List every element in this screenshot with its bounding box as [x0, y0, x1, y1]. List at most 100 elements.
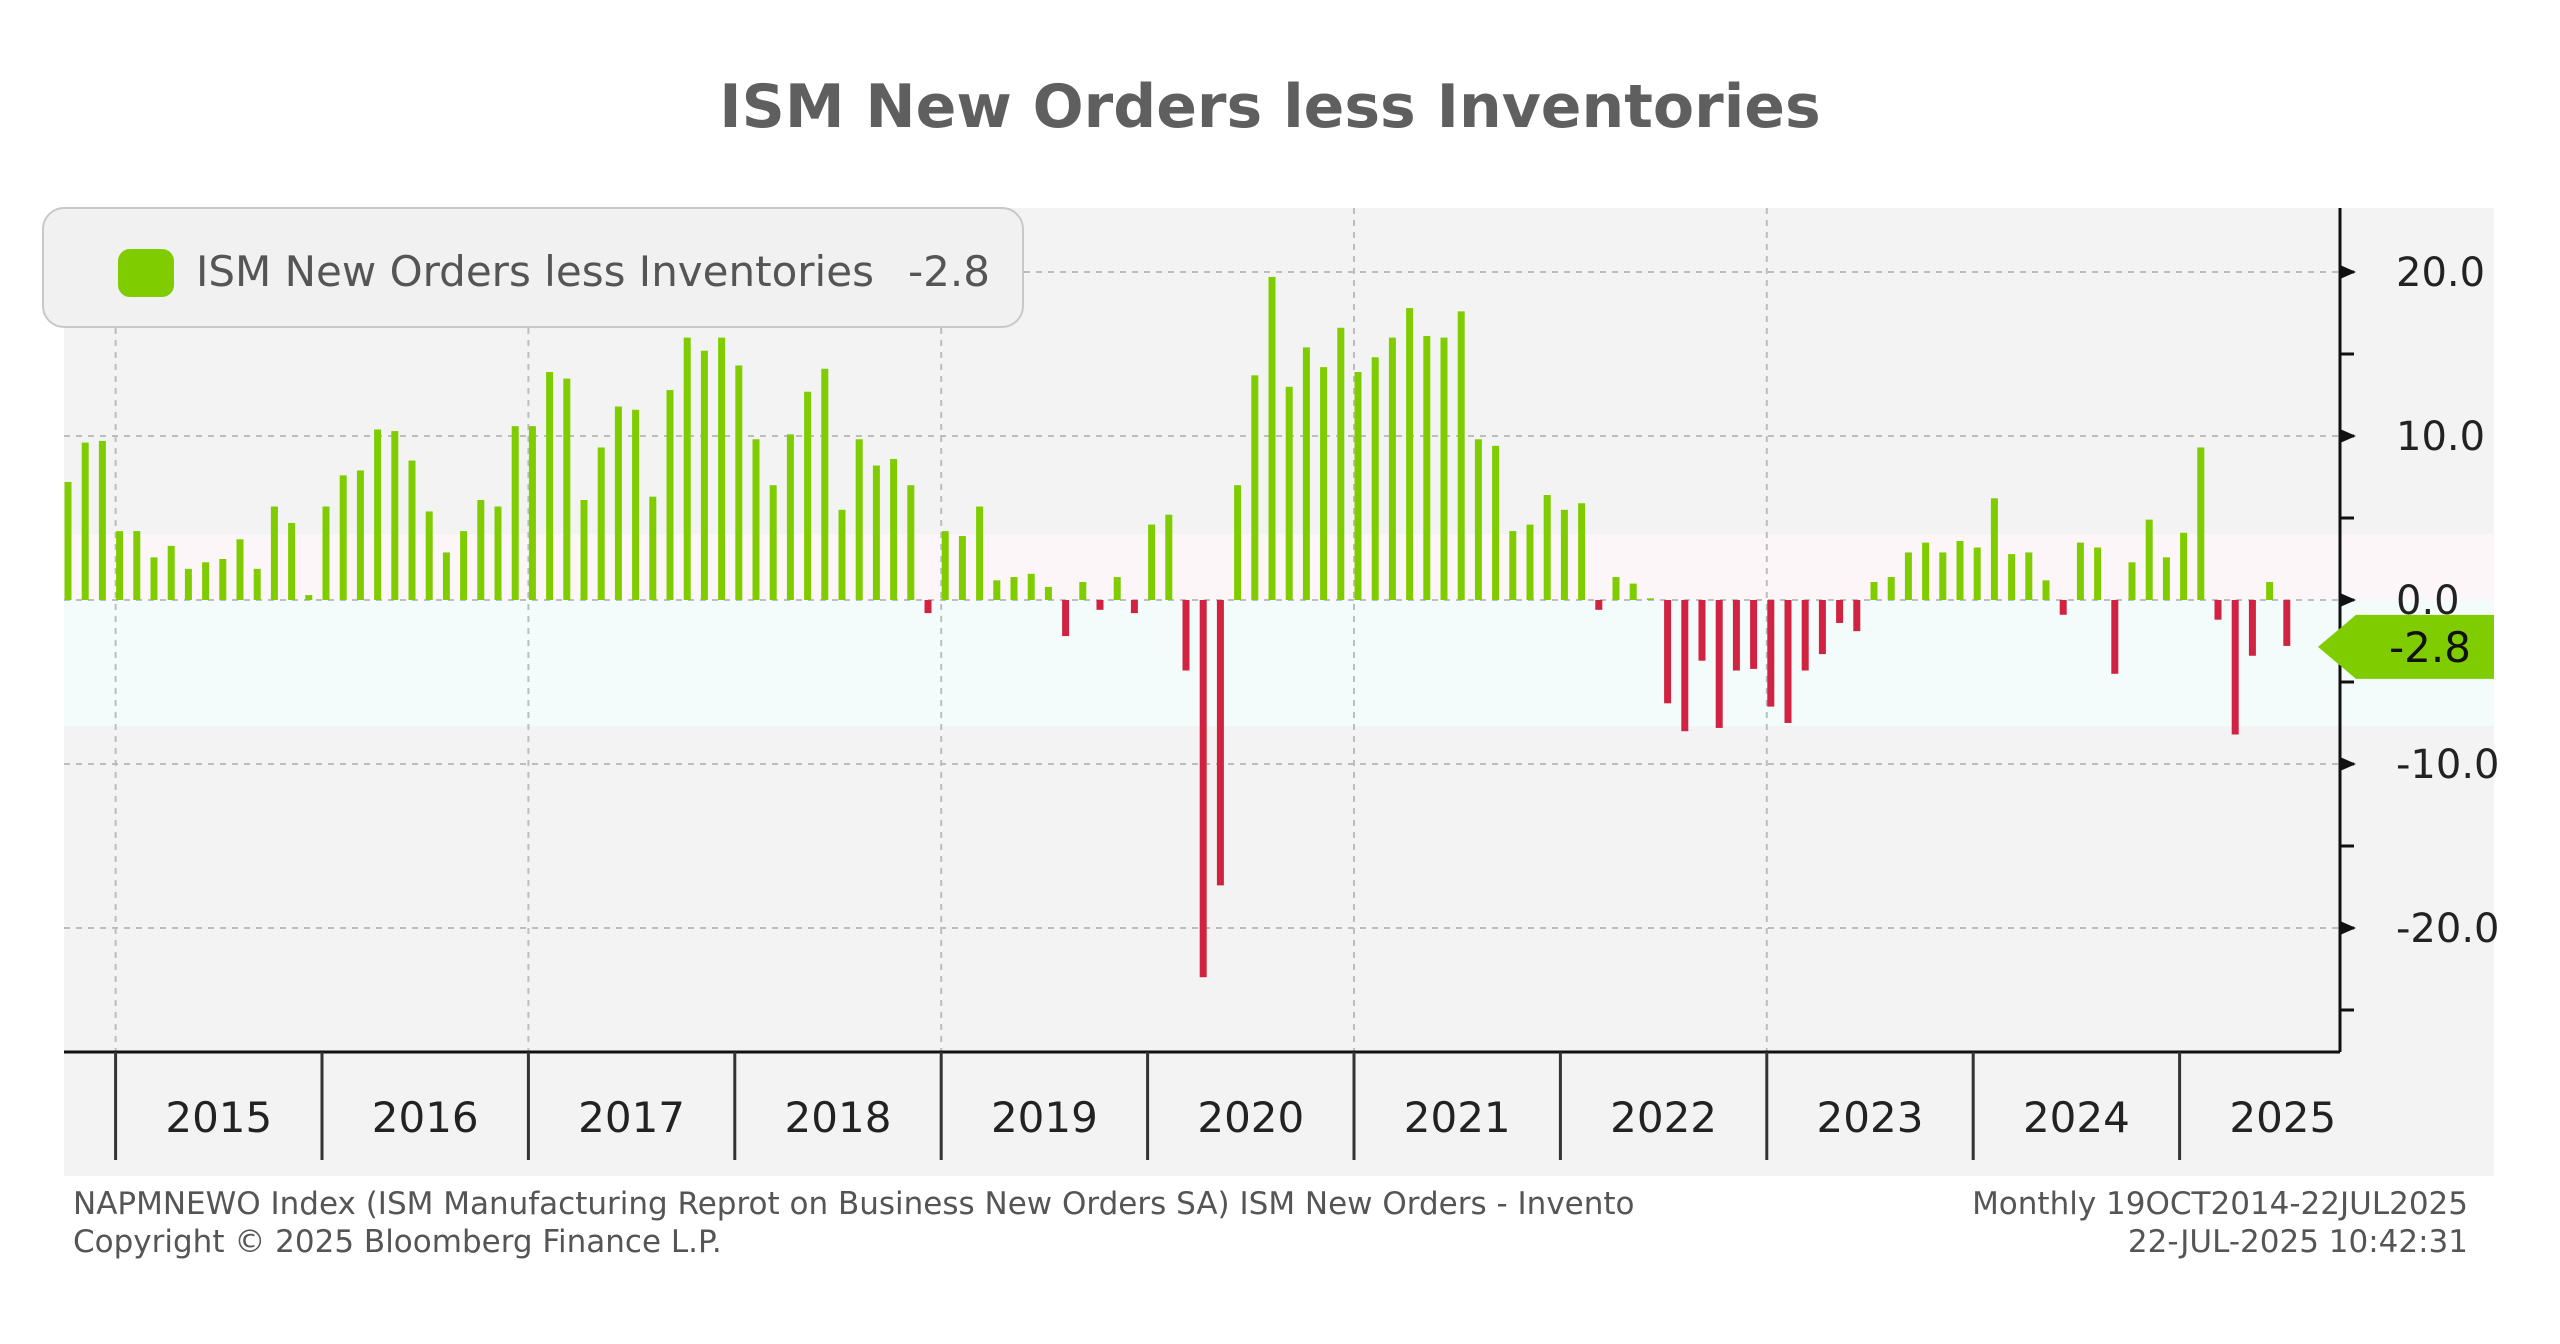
y-tick-label: 20.0 [2396, 250, 2485, 296]
bar-positive [735, 365, 743, 600]
bar-positive [322, 506, 330, 600]
bar-positive [1148, 524, 1156, 600]
bar-positive [1010, 577, 1018, 600]
bar-positive [1440, 337, 1448, 600]
bar-positive [253, 568, 261, 600]
bar-positive [683, 337, 691, 600]
footer-range: Monthly 19OCT2014-22JUL2025 [1972, 1186, 2468, 1222]
bar-positive [993, 580, 1001, 600]
bar-negative [1130, 600, 1138, 614]
x-tick-label: 2025 [2229, 1093, 2336, 1142]
bar-positive [1956, 540, 1964, 600]
bar-negative [2214, 600, 2222, 620]
bar-positive [804, 391, 812, 600]
bar-positive [1113, 577, 1121, 600]
bar-positive [133, 531, 141, 600]
bar-positive [2197, 447, 2205, 600]
bar-positive [1079, 581, 1087, 600]
x-tick-label: 2020 [1197, 1093, 1304, 1142]
bar-positive [408, 460, 416, 600]
footer-copyright: Copyright © 2025 Bloomberg Finance L.P. [73, 1224, 722, 1260]
bar-negative [1732, 600, 1740, 671]
bar-negative [1595, 600, 1603, 610]
y-tick-label: -10.0 [2396, 742, 2500, 788]
bar-positive [2180, 532, 2188, 600]
legend-value: -2.8 [908, 247, 990, 296]
bar-positive [219, 559, 227, 600]
bar-positive [563, 378, 571, 600]
bar-positive [305, 595, 313, 600]
x-axis-labels: 2015 2016 2017 2018 2019 2020 2021 2022 2023 2024… [165, 1093, 2336, 1142]
x-tick-label: 2017 [578, 1093, 685, 1142]
x-tick-label: 2024 [2023, 1093, 2130, 1142]
y-axis-ticks: 20.010.00.0-10.0-20.0 [2396, 250, 2500, 952]
bar-positive [2128, 562, 2136, 600]
bar-positive [872, 465, 880, 600]
bar-positive [1543, 495, 1551, 600]
bar-positive [1629, 583, 1637, 600]
bar-positive [1904, 552, 1912, 600]
bar-positive [1251, 375, 1259, 600]
x-tick-label: 2016 [372, 1093, 479, 1142]
bar-positive [356, 470, 364, 600]
bar-positive [81, 442, 89, 600]
bar-positive [116, 531, 124, 600]
bar-positive [442, 552, 450, 600]
bar-negative [1062, 600, 1070, 637]
bar-positive [976, 506, 984, 600]
bar-positive [597, 447, 605, 600]
legend: ISM New Orders less Inventories -2.8 [42, 207, 1024, 328]
last-value-marker: -2.8 [2318, 614, 2494, 679]
bar-positive [546, 372, 554, 600]
chart-title: ISM New Orders less Inventories [719, 72, 1821, 142]
bar-positive [1302, 347, 1310, 600]
bar-positive [1612, 577, 1620, 600]
bar-positive [1371, 357, 1379, 600]
bar-positive [2162, 557, 2170, 600]
bar-positive [391, 431, 399, 600]
footer-timestamp: 22-JUL-2025 10:42:31 [2127, 1224, 2468, 1260]
bar-positive [1887, 577, 1895, 600]
bar-positive [2025, 552, 2033, 600]
bar-positive [2094, 547, 2102, 600]
bar-negative [1801, 600, 1809, 671]
bar-positive [1922, 542, 1930, 600]
bar-positive [270, 506, 278, 600]
bar-positive [1560, 509, 1568, 600]
bar-positive [1354, 372, 1362, 600]
bar-positive [1457, 311, 1465, 600]
bar-positive [1027, 573, 1035, 600]
x-tick-label: 2019 [991, 1093, 1098, 1142]
bar-positive [528, 426, 536, 600]
y-tick-label: 10.0 [2396, 414, 2485, 460]
bar-positive [649, 496, 657, 600]
bar-negative [924, 600, 932, 614]
bar-positive [1044, 586, 1052, 600]
bar-positive [1492, 445, 1500, 600]
negative-band [64, 600, 2494, 726]
bar-positive [511, 426, 519, 600]
x-tick-label: 2015 [165, 1093, 272, 1142]
bar-positive [786, 434, 794, 600]
bar-positive [1578, 503, 1586, 600]
bar-negative [1715, 600, 1723, 728]
bar-positive [236, 539, 244, 600]
bar-positive [855, 439, 863, 600]
bar-positive [1870, 581, 1878, 600]
bar-negative [1818, 600, 1826, 655]
bar-positive [425, 511, 433, 600]
x-tick-label: 2018 [785, 1093, 892, 1142]
bar-positive [2266, 581, 2274, 600]
bars [64, 276, 2291, 978]
bar-positive [666, 390, 674, 600]
bar-positive [614, 406, 622, 600]
bar-positive [958, 536, 966, 600]
bar-negative [2283, 600, 2291, 646]
bar-positive [632, 409, 640, 600]
bar-positive [1423, 335, 1431, 600]
y-tick-label: -20.0 [2396, 906, 2500, 952]
bar-positive [1234, 485, 1242, 600]
bar-positive [98, 440, 106, 600]
bar-positive [1388, 337, 1396, 600]
bar-positive [1165, 514, 1173, 600]
